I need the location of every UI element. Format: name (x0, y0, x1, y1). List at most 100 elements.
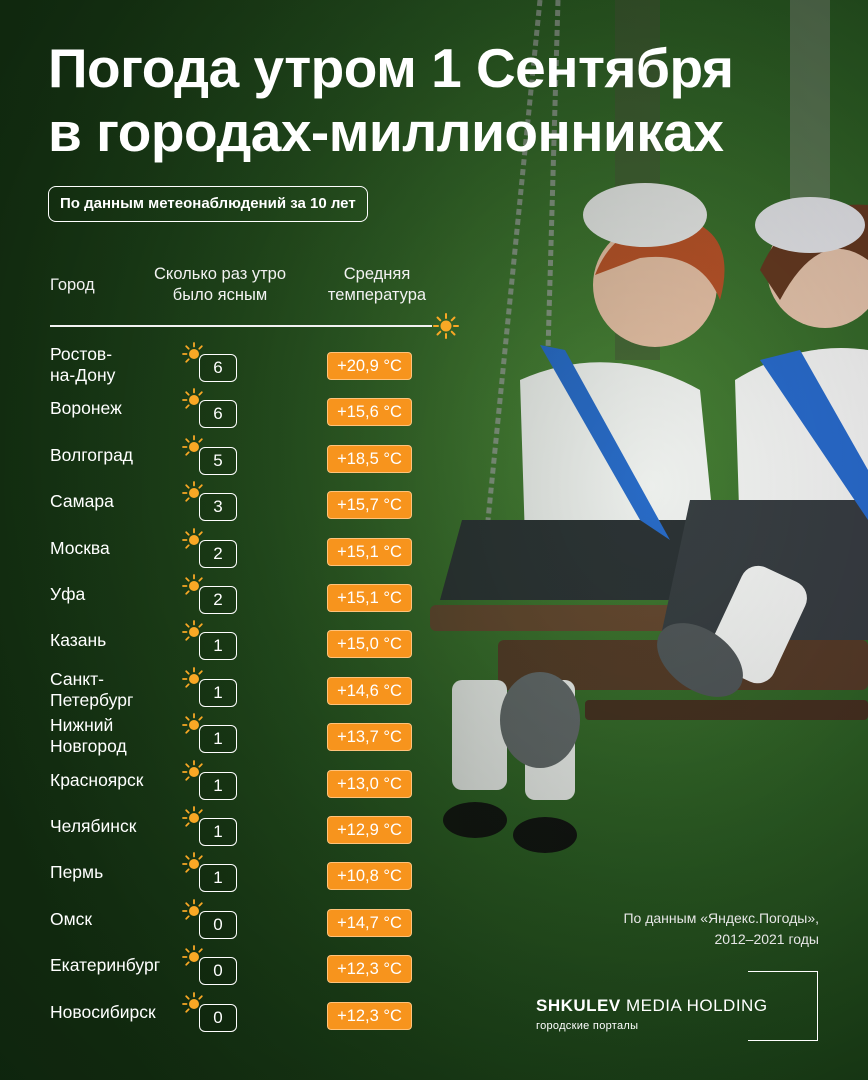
avg-temperature-badge: +13,7 °C (327, 723, 412, 752)
clear-mornings-count: 2 (199, 586, 237, 614)
table-row: Воронеж 6 +15,6 °C (0, 388, 440, 436)
avg-temperature-badge: +15,7 °C (327, 491, 412, 520)
table-row: Красноярск 1 +13,0 °C (0, 759, 440, 808)
clear-mornings-count: 1 (199, 818, 237, 846)
table-row: Самара 3 +15,7 °C (0, 481, 440, 529)
table-row: Уфа 2 +15,1 °C (0, 574, 440, 622)
source-note: По данным «Яндекс.Погоды», 2012–2021 год… (623, 908, 819, 950)
city-name-line: Пермь (50, 862, 104, 883)
clear-mornings-count: 1 (199, 771, 237, 800)
avg-temperature-badge: +12,9 °C (327, 816, 412, 844)
city-name: Воронеж (50, 398, 122, 419)
city-name-line: Новгород (50, 736, 127, 757)
title-line-1: Погода утром 1 Сентября (48, 37, 734, 99)
subtitle-badge: По данным метеонаблюдений за 10 лет (48, 186, 368, 222)
city-name: Ростов-на-Дону (50, 344, 115, 386)
city-name-line: Воронеж (50, 398, 122, 419)
table-row: Волгоград 5 +18,5 °C (0, 434, 440, 483)
sun-icon (182, 434, 203, 456)
sun-icon (182, 527, 203, 549)
table-row: Новосибирск 0 +12,3 °C (0, 991, 440, 1040)
title-line-2: в городах-миллионниках (48, 101, 724, 163)
page-title: Погода утром 1 Сентября в городах-миллио… (48, 36, 848, 164)
clear-mornings-count: 3 (199, 493, 237, 522)
sun-icon (182, 713, 203, 734)
sun-icon (433, 313, 459, 339)
column-header-clear-line-1: Сколько раз утро (154, 265, 286, 283)
avg-temperature-badge: +15,0 °C (327, 630, 412, 659)
table-row: Ростов-на-Дону 6 +20,9 °C (0, 342, 440, 390)
city-name: Санкт- Петербург (50, 669, 133, 711)
sun-icon (182, 342, 203, 363)
column-header-city-label: Город (50, 276, 95, 294)
city-name: Волгоград (50, 445, 133, 466)
brand-frame (748, 971, 818, 1041)
city-name-line: Самара (50, 491, 114, 512)
avg-temperature-badge: +10,8 °C (327, 862, 412, 891)
clear-mornings-count: 1 (199, 678, 237, 707)
city-name: Самара (50, 491, 114, 512)
city-name-line: Уфа (50, 584, 86, 604)
city-name-line: Нижний (50, 715, 114, 736)
clear-mornings-count: 2 (199, 539, 237, 568)
table-row: Челябинск 1 +12,9 °C (0, 806, 440, 854)
city-name: Уфа (50, 584, 85, 605)
sun-icon (182, 852, 203, 874)
avg-temperature-badge: +13,0 °C (327, 769, 412, 798)
sun-icon (182, 898, 203, 920)
brand-logo: SHKULEV MEDIA HOLDING городские порталы (536, 996, 768, 1034)
sun-icon (182, 759, 203, 781)
table-row: Омск 0 +14,7 °C (0, 898, 440, 947)
city-name-line: Москва (50, 537, 110, 558)
city-name: Нижний Новгород (50, 715, 127, 757)
city-name-line: Волгоград (50, 444, 134, 465)
city-name: Омск (50, 909, 92, 930)
table-row: Казань 1 +15,0 °C (0, 620, 440, 668)
column-header-temp-line-1: Средняя (343, 265, 411, 283)
header-divider (50, 325, 432, 327)
sun-icon (182, 945, 203, 966)
city-name-line: Ростов- (50, 344, 113, 364)
city-name-line: Красноярск (50, 769, 144, 790)
city-name-line: Казань (50, 630, 107, 651)
sun-icon (182, 666, 203, 688)
city-name-line: Новосибирск (50, 1001, 156, 1022)
clear-mornings-count: 0 (199, 1003, 237, 1032)
avg-temperature-badge: +12,3 °C (327, 1001, 412, 1030)
sun-icon (182, 806, 203, 827)
column-header-avg-temp: Средняя температура (308, 264, 446, 306)
table-row: Москва 2 +15,1 °C (0, 527, 440, 576)
clear-mornings-count: 6 (199, 400, 237, 429)
brand-name: SHKULEV MEDIA HOLDING (536, 996, 768, 1016)
source-line-1: По данным «Яндекс.Погоды», (623, 910, 819, 926)
column-header-clear-mornings: Сколько раз утро было ясным (140, 264, 300, 306)
column-header-clear-line-2: было ясным (172, 286, 268, 304)
city-name: Москва (50, 538, 110, 559)
column-header-city: Город (50, 275, 95, 296)
table-row: Нижний Новгород 1 +13,7 °C (0, 713, 440, 761)
city-name: Казань (50, 630, 106, 651)
avg-temperature-badge: +20,9 °C (327, 352, 412, 380)
clear-mornings-count: 1 (199, 632, 237, 661)
sun-icon (182, 481, 203, 502)
city-name-line: Омск (50, 908, 93, 929)
clear-mornings-count: 1 (199, 864, 237, 893)
city-name-line: на-Дону (50, 365, 116, 385)
city-name: Екатеринбург (50, 955, 160, 976)
brand-name-bold: SHKULEV (536, 996, 621, 1015)
avg-temperature-badge: +18,5 °C (327, 444, 412, 473)
clear-mornings-count: 0 (199, 957, 237, 986)
avg-temperature-badge: +15,1 °C (327, 584, 412, 612)
sun-icon (182, 388, 203, 410)
column-header-temp-line-2: температура (327, 286, 427, 304)
clear-mornings-count: 1 (199, 725, 237, 754)
brand-tagline: городские порталы (536, 1020, 639, 1032)
city-name-line: Петербург (50, 689, 134, 710)
table-row: Пермь 1 +10,8 °C (0, 852, 440, 900)
city-name: Красноярск (50, 770, 143, 791)
avg-temperature-badge: +12,3 °C (327, 955, 412, 984)
table-row: Екатеринбург 0 +12,3 °C (0, 945, 440, 993)
clear-mornings-count: 5 (199, 446, 237, 475)
avg-temperature-badge: +14,7 °C (327, 908, 412, 937)
